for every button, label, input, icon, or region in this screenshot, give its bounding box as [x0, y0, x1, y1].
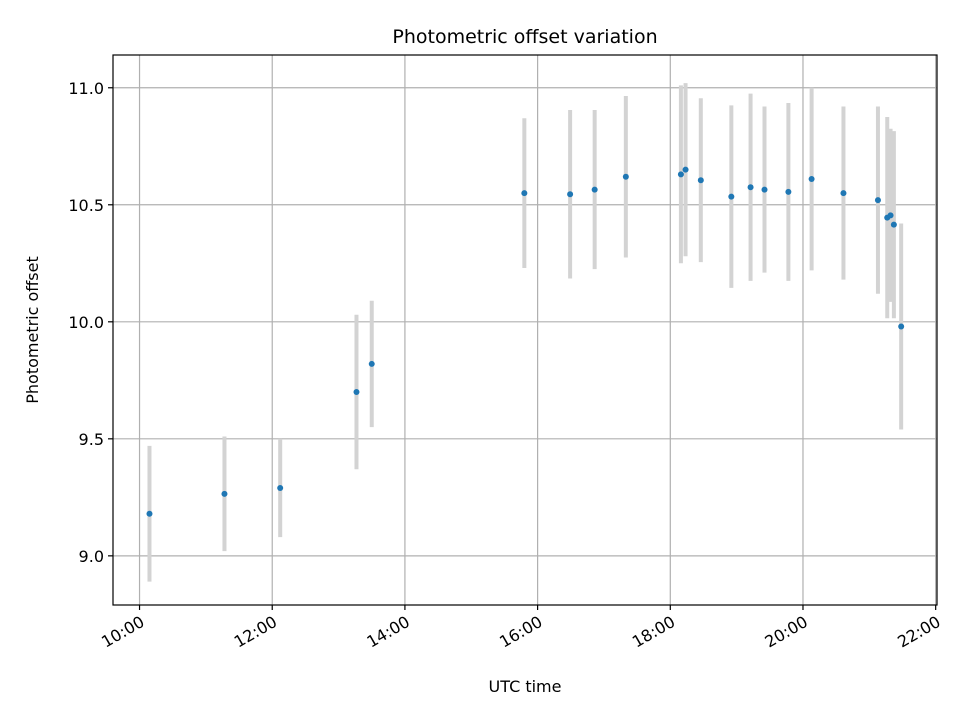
data-point [622, 173, 629, 180]
data-point [368, 360, 375, 367]
data-point [146, 510, 153, 517]
data-point [221, 490, 228, 497]
y-tick-label: 10.0 [68, 313, 104, 332]
plot-frame [112, 54, 938, 606]
data-point [567, 191, 574, 198]
data-point [785, 188, 792, 195]
data-point [277, 484, 284, 491]
data-point [521, 190, 528, 197]
data-point [677, 171, 684, 178]
data-point [840, 190, 847, 197]
data-point [591, 186, 598, 193]
y-axis-label: Photometric offset [23, 256, 42, 404]
y-tick-label: 9.5 [79, 430, 104, 449]
data-point [697, 177, 704, 184]
data-point [898, 323, 905, 330]
y-axis-ticks: 9.0 9.5 10.0 10.5 11.0 [68, 79, 113, 566]
data-point [874, 197, 881, 204]
data-point [761, 186, 768, 193]
data-point [682, 166, 689, 173]
data-point [887, 212, 894, 219]
chart-title: Photometric offset variation [392, 26, 657, 48]
y-tick-label: 9.0 [79, 547, 104, 566]
grid [113, 55, 937, 605]
y-tick-label: 10.5 [68, 196, 104, 215]
data-point [747, 184, 754, 191]
data-point [728, 193, 735, 200]
y-tick-label: 11.0 [68, 79, 104, 98]
data-points [146, 166, 905, 517]
x-axis-label: UTC time [489, 677, 562, 696]
data-point [808, 176, 815, 183]
data-point [353, 389, 360, 396]
data-point [890, 221, 897, 228]
